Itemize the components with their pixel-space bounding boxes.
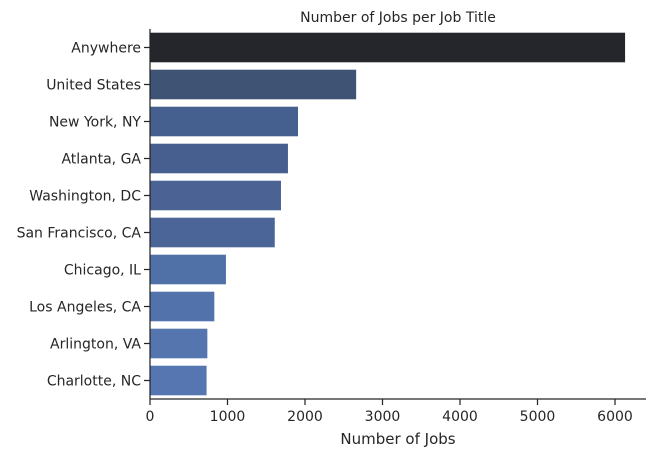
y-tick-label: Atlanta, GA (61, 152, 141, 168)
bar (150, 217, 275, 248)
y-tick-label: Washington, DC (29, 189, 141, 205)
y-axis-ticks: Anywhere United States New York, NY Atlanta… (17, 41, 150, 390)
x-tick-label: 3000 (365, 409, 401, 425)
bar (150, 32, 626, 63)
y-tick-label: Charlotte, NC (47, 374, 141, 390)
x-tick-label: 1000 (210, 409, 246, 425)
bar (150, 365, 207, 396)
bar (150, 143, 288, 174)
y-tick-label: Anywhere (71, 41, 141, 57)
y-tick-label: United States (46, 78, 141, 94)
x-tick-label: 5000 (520, 409, 556, 425)
bar (150, 328, 208, 359)
chart-title: Number of Jobs per Job Title (300, 10, 496, 26)
x-tick-label: 0 (146, 409, 155, 425)
bar (150, 254, 226, 285)
y-tick-label: San Francisco, CA (17, 226, 142, 242)
y-tick-label: New York, NY (49, 115, 141, 131)
bar (150, 69, 357, 100)
y-tick-label: Los Angeles, CA (29, 300, 141, 316)
bar (150, 291, 215, 322)
x-axis-label: Number of Jobs (340, 430, 455, 448)
x-tick-label: 2000 (287, 409, 323, 425)
y-tick-label: Chicago, IL (64, 263, 141, 279)
x-tick-label: 4000 (442, 409, 478, 425)
x-tick-label: 6000 (597, 409, 633, 425)
bar (150, 180, 281, 211)
y-tick-label: Arlington, VA (50, 337, 141, 353)
bar (150, 106, 299, 137)
x-axis-ticks: 0 1000 2000 3000 4000 5000 6000 (146, 399, 633, 425)
bars-group (150, 32, 626, 396)
